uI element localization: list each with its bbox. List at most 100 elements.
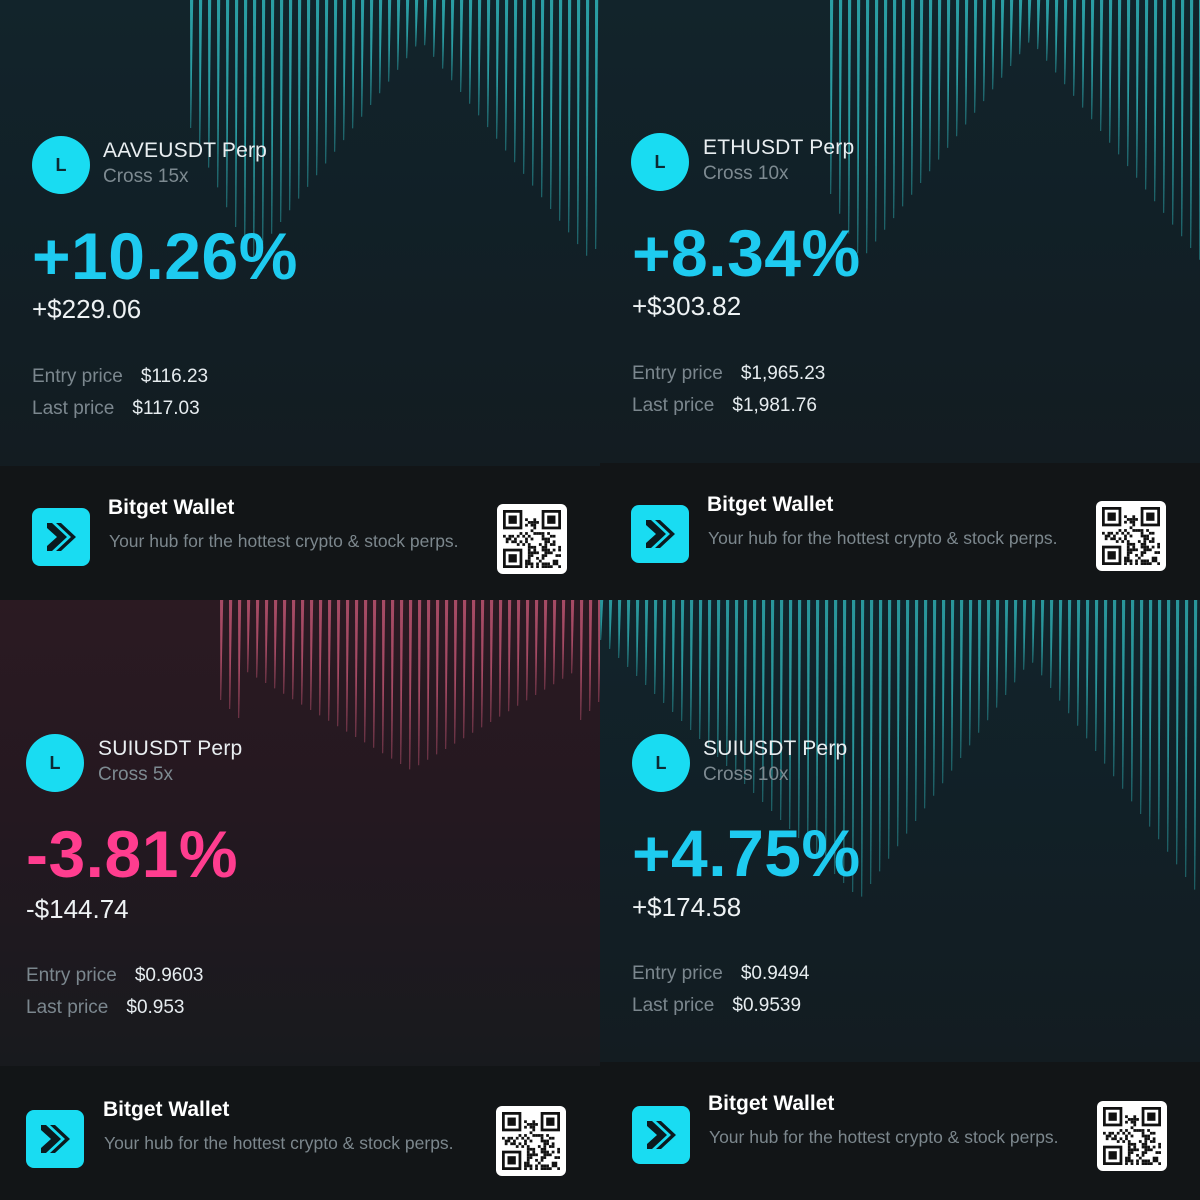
- stripe: [771, 600, 775, 811]
- card-hero: L SUIUSDT Perp Cross 10x +4.75% +$174.58…: [600, 600, 1200, 1062]
- stripe: [884, 0, 888, 230]
- stripe: [600, 600, 604, 640]
- stripe: [915, 600, 919, 821]
- stripe: [897, 600, 901, 847]
- stripe: [951, 600, 955, 771]
- brand-tagline: Your hub for the hottest crypto & stock …: [709, 1127, 1059, 1147]
- stripe: [379, 0, 383, 94]
- margin-mode: Cross 5x: [98, 764, 173, 785]
- stripe: [319, 600, 323, 716]
- stripe: [1109, 0, 1113, 143]
- qr-code-icon[interactable]: [497, 504, 567, 574]
- stripe: [947, 0, 951, 148]
- stripe: [708, 600, 712, 748]
- stripe: [523, 0, 527, 174]
- qr-code-icon[interactable]: [1097, 1101, 1167, 1171]
- pnl-amount: +$174.58: [632, 892, 742, 922]
- stripe: [1131, 600, 1135, 802]
- stripe: [310, 600, 314, 710]
- stripe: [1014, 600, 1018, 683]
- card-hero: L SUIUSDT Perp Cross 5x -3.81% -$144.74 …: [0, 600, 600, 1066]
- last-price-label: Last price: [32, 398, 115, 419]
- stripe: [562, 600, 566, 679]
- stripe: [418, 600, 422, 766]
- stripe: [636, 600, 640, 676]
- stripe: [463, 600, 467, 739]
- brand-tagline: Your hub for the hottest crypto & stock …: [708, 528, 1058, 548]
- stripe: [445, 600, 449, 749]
- stripe: [427, 600, 431, 760]
- stripe: [735, 600, 739, 775]
- stripe: [1122, 600, 1126, 789]
- bitget-wallet-logo-icon: [632, 1106, 690, 1164]
- stripe: [1194, 600, 1198, 890]
- stripe: [517, 600, 521, 706]
- stripe: [798, 600, 802, 838]
- qr-code-icon[interactable]: [496, 1106, 566, 1176]
- stripe: [337, 600, 341, 727]
- stripe: [654, 600, 658, 694]
- stripe: [298, 0, 302, 199]
- pair-name: SUIUSDT Perp: [703, 737, 848, 760]
- stripe: [1190, 0, 1194, 248]
- entry-price-value: $1,965.23: [740, 363, 826, 384]
- last-price-value: $117.03: [132, 398, 200, 419]
- stripe: [1100, 0, 1104, 131]
- stripe: [929, 0, 933, 172]
- last-price-value: $0.953: [126, 997, 185, 1018]
- stripe: [454, 600, 458, 744]
- stripe: [370, 0, 374, 105]
- stripe: [780, 600, 784, 820]
- stripe: [789, 600, 793, 829]
- stripe: [627, 600, 631, 667]
- stripe: [508, 600, 512, 712]
- pnl-card-sui-10x: L SUIUSDT Perp Cross 10x +4.75% +$174.58…: [600, 600, 1200, 1200]
- stripe: [911, 0, 915, 195]
- stripe: [238, 600, 242, 718]
- stripe: [1136, 0, 1140, 178]
- stripe: [1059, 600, 1063, 701]
- coin-icon: L: [631, 133, 689, 191]
- stripe: [400, 600, 404, 764]
- stripe: [442, 0, 446, 69]
- stripe: [1172, 0, 1176, 225]
- last-price-label: Last price: [632, 995, 715, 1016]
- stripe: [1118, 0, 1122, 155]
- stripe: [942, 600, 946, 784]
- pnl-card-aave: L AAVEUSDT Perp Cross 15x +10.26% +$229.…: [0, 0, 601, 600]
- stripe: [571, 600, 575, 674]
- stripe: [478, 0, 482, 116]
- stripe: [861, 600, 865, 897]
- qr-code-icon[interactable]: [1096, 501, 1166, 571]
- last-price-row: Last price $0.953: [26, 997, 185, 1019]
- stripe: [580, 600, 584, 720]
- stripe: [879, 600, 883, 872]
- stripe: [436, 600, 440, 755]
- pnl-amount: +$229.06: [32, 294, 142, 324]
- stripe: [1037, 0, 1041, 50]
- stripe: [373, 600, 377, 748]
- stripe: [906, 600, 910, 834]
- stripe: [253, 0, 257, 258]
- stripe: [1032, 600, 1036, 663]
- stripe: [352, 0, 356, 129]
- stripe: [328, 600, 332, 721]
- stripe-pattern: [600, 600, 1198, 897]
- entry-price-label: Entry price: [632, 963, 723, 984]
- stripe: [1113, 600, 1117, 777]
- stripe: [586, 0, 590, 256]
- stripe: [316, 0, 320, 176]
- stripe: [1028, 0, 1032, 43]
- stripe: [265, 600, 269, 683]
- stripe: [1104, 600, 1108, 764]
- promo-footer: Bitget Wallet Your hub for the hottest c…: [600, 463, 1200, 600]
- stripe: [996, 600, 1000, 708]
- stripe: [577, 0, 581, 245]
- stripe: [663, 600, 667, 703]
- bitget-wallet-logo-icon: [32, 508, 90, 566]
- stripe: [544, 600, 548, 690]
- stripe: [1140, 600, 1144, 814]
- stripe: [301, 600, 305, 705]
- entry-price-label: Entry price: [632, 363, 723, 384]
- stripe: [960, 600, 964, 758]
